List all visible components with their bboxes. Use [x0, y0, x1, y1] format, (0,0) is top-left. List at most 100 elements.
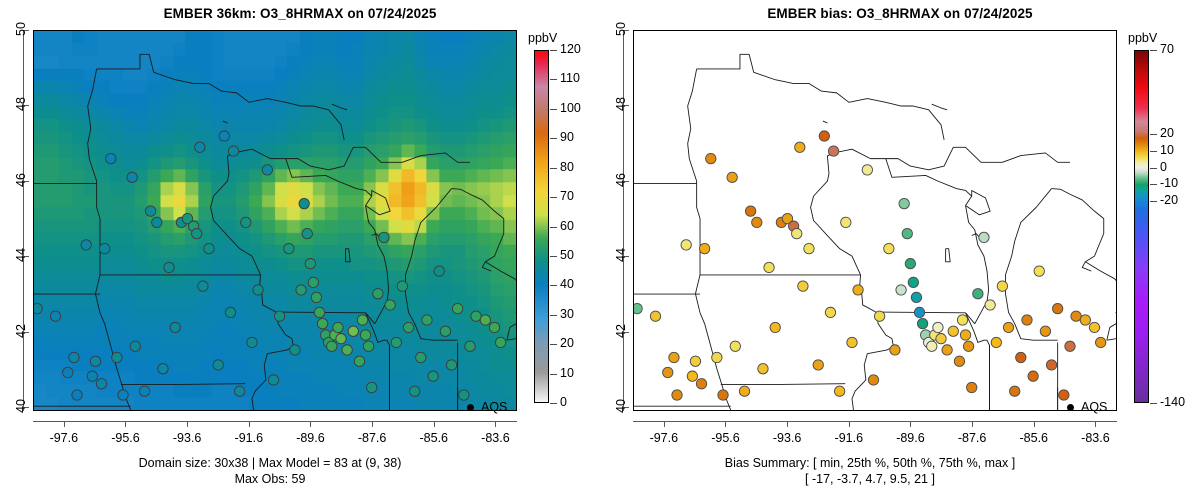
bias-point[interactable] [1079, 314, 1091, 326]
bias-point[interactable] [895, 284, 907, 296]
aqs-point[interactable] [415, 351, 427, 364]
bias-point[interactable] [717, 389, 729, 401]
aqs-point[interactable] [495, 336, 507, 349]
bias-point[interactable] [840, 216, 852, 229]
aqs-point[interactable] [353, 355, 366, 367]
bias-point[interactable] [781, 212, 794, 225]
bias-point[interactable] [867, 374, 880, 386]
bias-point[interactable] [1033, 265, 1045, 277]
aqs-point[interactable] [313, 306, 326, 319]
bias-point[interactable] [959, 329, 972, 341]
bias-point[interactable] [1095, 336, 1107, 349]
aqs-point[interactable] [151, 216, 163, 229]
bias-point[interactable] [1021, 314, 1033, 326]
bias-point[interactable] [794, 141, 806, 153]
aqs-point[interactable] [359, 329, 372, 341]
bias-point[interactable] [852, 284, 864, 296]
aqs-point[interactable] [304, 258, 316, 270]
aqs-point[interactable] [470, 310, 482, 322]
bias-point[interactable] [671, 389, 683, 401]
bias-point[interactable] [744, 205, 757, 217]
aqs-point[interactable] [283, 243, 295, 255]
bias-point[interactable] [726, 171, 738, 183]
bias-point[interactable] [1039, 325, 1052, 337]
aqs-point[interactable] [98, 243, 111, 255]
bias-point[interactable] [1058, 389, 1070, 401]
aqs-point[interactable] [181, 212, 194, 225]
bias-point[interactable] [1070, 310, 1082, 322]
aqs-point[interactable] [194, 141, 206, 153]
aqs-point[interactable] [234, 385, 246, 397]
aqs-point[interactable] [240, 216, 252, 229]
aqs-point[interactable] [295, 284, 307, 296]
aqs-point[interactable] [390, 336, 402, 349]
bias-point[interactable] [1009, 385, 1021, 397]
aqs-point[interactable] [95, 378, 108, 390]
aqs-point[interactable] [126, 171, 138, 183]
bias-point[interactable] [913, 306, 926, 319]
aqs-point[interactable] [347, 325, 359, 337]
bias-point[interactable] [846, 336, 858, 349]
bias-point[interactable] [757, 363, 769, 375]
bias-point[interactable] [941, 344, 953, 356]
bias-point[interactable] [926, 340, 938, 352]
bias-point[interactable] [738, 385, 751, 397]
aqs-point[interactable] [298, 197, 310, 210]
bias-point[interactable] [686, 370, 698, 382]
bias-point[interactable] [953, 355, 966, 367]
aqs-point[interactable] [224, 306, 237, 319]
aqs-point[interactable] [316, 318, 329, 330]
bias-point[interactable] [751, 216, 763, 229]
aqs-point[interactable] [105, 153, 117, 165]
aqs-point[interactable] [452, 303, 464, 315]
bias-point[interactable] [668, 351, 680, 364]
bias-point[interactable] [729, 340, 741, 352]
bias-point[interactable] [791, 228, 803, 240]
bias-point[interactable] [1045, 359, 1058, 371]
aqs-point[interactable] [366, 381, 378, 394]
aqs-point[interactable] [218, 130, 230, 142]
bias-point[interactable] [916, 318, 929, 330]
bias-point[interactable] [662, 366, 674, 379]
aqs-point[interactable] [378, 231, 390, 244]
aqs-point[interactable] [433, 265, 445, 277]
bias-point[interactable] [812, 359, 824, 371]
aqs-point[interactable] [479, 314, 491, 326]
aqs-point[interactable] [197, 280, 209, 292]
aqs-point[interactable] [396, 280, 408, 292]
aqs-point[interactable] [252, 284, 264, 296]
bias-point[interactable] [1088, 321, 1101, 334]
aqs-monitor-points-left[interactable] [34, 31, 516, 410]
aqs-point[interactable] [458, 389, 470, 401]
aqs-point[interactable] [427, 370, 439, 382]
bias-point[interactable] [711, 351, 723, 364]
aqs-point[interactable] [301, 228, 313, 240]
bias-point[interactable] [947, 325, 959, 337]
aqs-point[interactable] [310, 291, 323, 304]
bias-point[interactable] [962, 340, 975, 352]
aqs-point[interactable] [157, 363, 169, 375]
aqs-point[interactable] [191, 228, 203, 240]
bias-point[interactable] [695, 378, 708, 390]
aqs-point[interactable] [144, 205, 157, 217]
aqs-point[interactable] [203, 243, 215, 255]
bias-point[interactable] [984, 299, 996, 311]
aqs-point[interactable] [129, 340, 141, 352]
bias-point[interactable] [1027, 370, 1039, 382]
aqs-point[interactable] [464, 340, 476, 352]
bias-point[interactable] [904, 258, 916, 270]
bias-point[interactable] [705, 153, 717, 165]
bias-point[interactable] [907, 276, 919, 288]
aqs-point[interactable] [384, 299, 396, 311]
aqs-point[interactable] [246, 336, 258, 349]
aqs-point[interactable] [71, 389, 83, 401]
bias-point[interactable] [834, 385, 846, 397]
bias-point[interactable] [827, 145, 840, 157]
bias-point[interactable] [956, 314, 969, 326]
aqs-point[interactable] [335, 333, 347, 345]
aqs-point[interactable] [409, 385, 421, 397]
bias-point[interactable] [797, 280, 809, 292]
bias-point[interactable] [861, 164, 873, 176]
bias-point[interactable] [972, 288, 984, 300]
bias-point[interactable] [901, 228, 913, 240]
